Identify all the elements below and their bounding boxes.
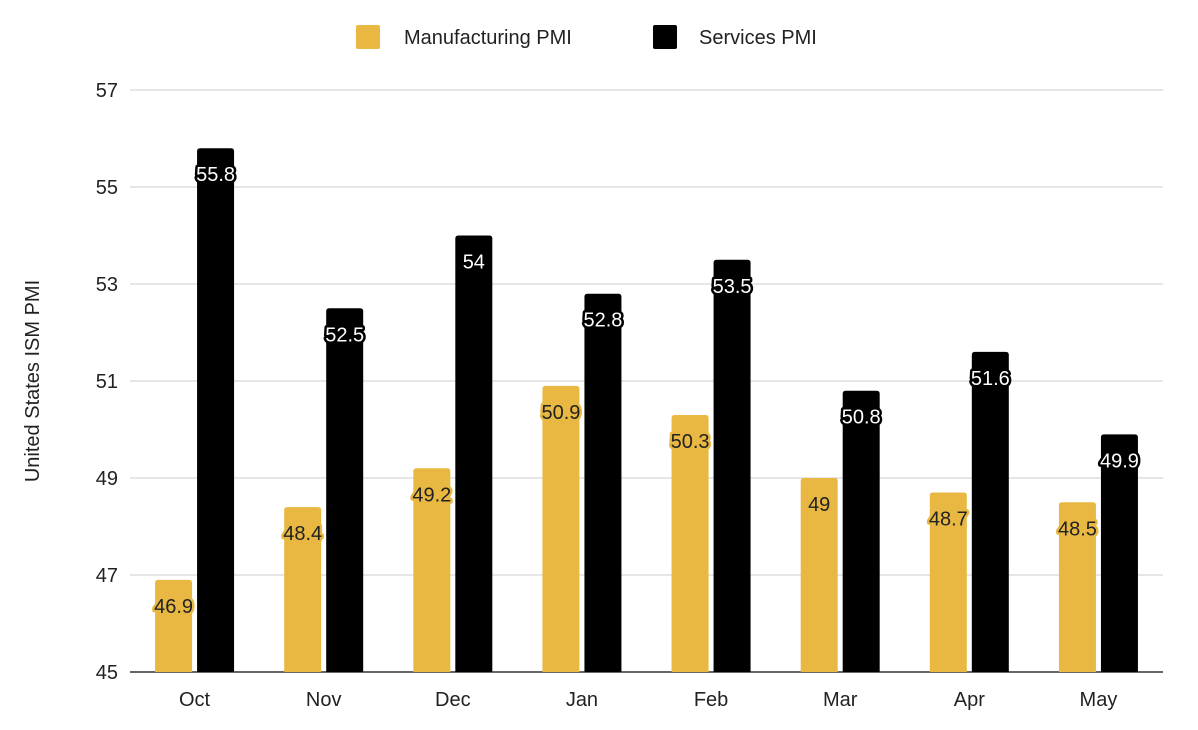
y-tick-label: 47 — [96, 565, 118, 587]
data-label-services: 52.5 — [325, 324, 364, 346]
bar-services — [455, 235, 493, 672]
x-tick-label: Feb — [694, 689, 728, 711]
x-tick-label: Oct — [179, 689, 211, 711]
bar-services — [584, 293, 622, 672]
bar-manufacturing — [413, 468, 451, 672]
data-label-manufacturing: 48.5 — [1058, 518, 1097, 540]
bar-services — [842, 390, 880, 672]
data-label-manufacturing: 49 — [808, 494, 830, 516]
data-labels: 46.9 55.8 48.4 52.5 49.2 54 50.9 52.8 50.3 53.5 49… — [152, 162, 1142, 621]
data-label-services: 55.8 — [196, 164, 235, 186]
bar-services — [971, 351, 1009, 672]
legend-label-services: Services PMI — [699, 27, 817, 49]
bar-manufacturing — [155, 579, 193, 672]
data-label-manufacturing: 50.9 — [541, 402, 580, 424]
bar-manufacturing — [800, 478, 838, 672]
bar-manufacturing — [542, 385, 580, 672]
data-label-services: 51.6 — [971, 368, 1010, 390]
x-axis-ticks: Oct Nov Dec Jan Feb Mar Apr May — [179, 689, 1117, 711]
y-tick-label: 49 — [96, 468, 118, 490]
bar-manufacturing — [929, 492, 967, 672]
y-tick-label: 51 — [96, 371, 118, 393]
legend-swatch-services — [653, 25, 677, 49]
x-tick-label: Mar — [823, 689, 858, 711]
data-label-manufacturing: 50.3 — [671, 431, 710, 453]
data-label-manufacturing: 48.7 — [929, 509, 968, 531]
bar-services — [326, 308, 364, 672]
bar-services — [713, 259, 751, 672]
bar-services — [1100, 434, 1138, 672]
bar-manufacturing — [1058, 502, 1096, 672]
x-tick-label: Dec — [435, 689, 471, 711]
y-axis-ticks: 45 47 49 51 53 55 57 — [96, 80, 118, 684]
data-label-services: 53.5 — [713, 276, 752, 298]
x-tick-label: Nov — [306, 689, 342, 711]
bar-services — [197, 148, 235, 672]
data-label-manufacturing: 46.9 — [154, 596, 193, 618]
x-tick-label: Jan — [566, 689, 598, 711]
data-label-manufacturing: 49.2 — [412, 484, 451, 506]
data-label-services: 50.8 — [842, 407, 881, 429]
legend: Manufacturing PMI Services PMI — [356, 25, 817, 49]
y-axis-title: United States ISM PMI — [22, 280, 44, 482]
data-label-services: 52.8 — [583, 310, 622, 332]
x-tick-label: May — [1080, 689, 1118, 711]
data-label-services: 54 — [463, 252, 485, 274]
x-tick-label: Apr — [954, 689, 985, 711]
y-tick-label: 57 — [96, 80, 118, 102]
data-label-services: 49.9 — [1100, 450, 1139, 472]
legend-swatch-manufacturing — [356, 25, 380, 49]
legend-label-manufacturing: Manufacturing PMI — [404, 27, 572, 49]
bar-manufacturing — [671, 414, 709, 672]
y-tick-label: 55 — [96, 177, 118, 199]
y-tick-label: 53 — [96, 274, 118, 296]
y-tick-label: 45 — [96, 662, 118, 684]
bars — [155, 148, 1138, 672]
bar-manufacturing — [284, 507, 322, 672]
data-label-manufacturing: 48.4 — [283, 523, 322, 545]
